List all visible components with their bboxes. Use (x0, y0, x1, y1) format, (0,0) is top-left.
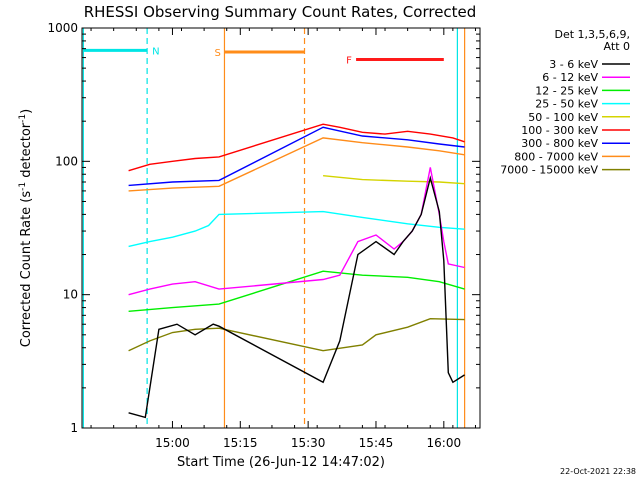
x-tick-label: 15:30 (291, 436, 326, 450)
y-tick-label: 10 (63, 288, 78, 302)
series-line-4 (323, 175, 465, 185)
y-axis-label-sup1: -1 (18, 182, 28, 191)
legend-label: 3 - 6 keV (549, 58, 598, 71)
y-axis-label-sup2: -1 (18, 114, 28, 123)
series-line-8 (128, 317, 465, 352)
legend-title-line1: Det 1,3,5,6,9, (554, 28, 630, 41)
legend-label: 100 - 300 keV (521, 124, 598, 137)
interval-label-n: N (152, 46, 159, 57)
x-tick-label: 16:00 (427, 436, 462, 450)
series-line-6 (128, 126, 465, 187)
legend-label: 12 - 25 keV (535, 84, 598, 97)
series-line-2 (128, 270, 465, 312)
chart-title: RHESSI Observing Summary Count Rates, Co… (84, 3, 477, 21)
x-tick-label: 15:45 (359, 436, 394, 450)
y-tick-label: 1 (70, 421, 78, 435)
y-axis-label-end: ) (19, 109, 34, 114)
legend-label: 6 - 12 keV (542, 71, 598, 84)
legend-label: 800 - 7000 keV (514, 150, 598, 163)
y-tick-label: 1000 (47, 21, 78, 35)
plot-area: N SF (82, 28, 466, 428)
x-tick-label: 15:00 (155, 436, 190, 450)
y-axis-label-main: Corrected Count Rate (s (19, 191, 34, 348)
legend-label: 7000 - 15000 keV (500, 164, 598, 177)
series-line-0 (128, 175, 465, 419)
interval-label-f: F (346, 56, 352, 67)
y-axis-label: Corrected Count Rate (s-1 detector-1) (18, 109, 34, 347)
series-line-7 (128, 137, 465, 192)
y-tick-label: 100 (55, 154, 78, 168)
plot-frame (81, 27, 481, 429)
legend-title-line2: Att 0 (604, 40, 630, 53)
legend-label: 50 - 100 keV (528, 111, 598, 124)
series-line-3 (128, 210, 465, 248)
x-tick-label: 15:15 (223, 436, 258, 450)
interval-label-s: S (214, 48, 220, 59)
timestamp: 22-Oct-2021 22:38 (560, 467, 636, 476)
legend-label: 300 - 800 keV (521, 137, 598, 150)
legend-label: 25 - 50 keV (535, 98, 598, 111)
axes: 15:00 15:15 15:30 15:45 16:00 1 10 100 1000 (47, 21, 480, 450)
series-line-5 (128, 123, 465, 172)
x-axis-label: Start Time (26-Jun-12 14:47:02) (177, 455, 385, 470)
y-axis-label-mid: detector (19, 122, 34, 182)
